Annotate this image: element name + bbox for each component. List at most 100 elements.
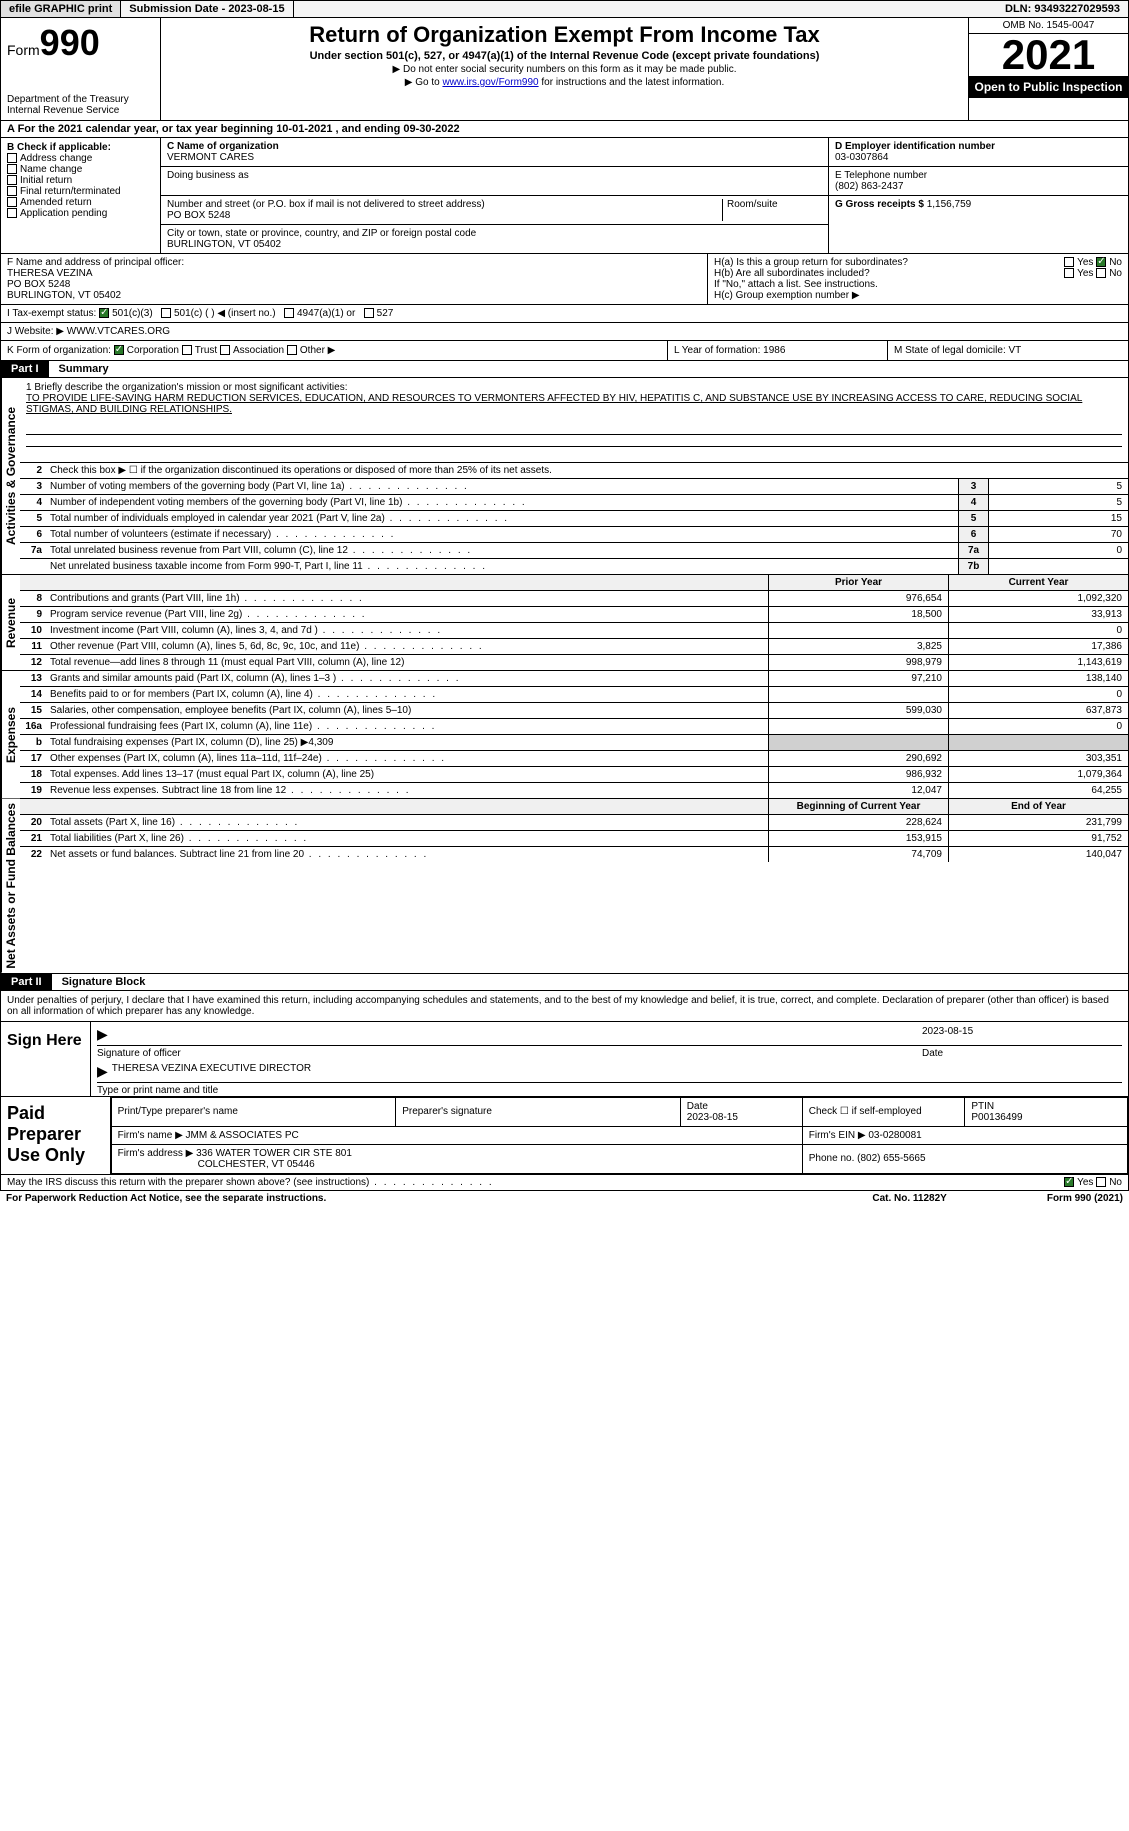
chk-501c[interactable]: [161, 308, 171, 318]
tax-year: 2021: [969, 34, 1128, 76]
gross-value: 1,156,759: [927, 199, 972, 210]
phone-label: E Telephone number: [835, 170, 1122, 181]
efile-print-button[interactable]: efile GRAPHIC print: [1, 1, 121, 17]
dln-label: DLN: 93493227029593: [997, 1, 1128, 17]
sig-type-label: Type or print name and title: [91, 1085, 1128, 1096]
check-amended[interactable]: [7, 197, 17, 207]
h-b: H(b) Are all subordinates included? Yes …: [714, 268, 1122, 279]
chk-trust[interactable]: [182, 345, 192, 355]
row-f-h: F Name and address of principal officer:…: [0, 254, 1129, 305]
check-address-change[interactable]: [7, 153, 17, 163]
ein-value: 03-0307864: [835, 152, 1122, 163]
mission-block: 1 Briefly describe the organization's mi…: [20, 378, 1128, 463]
officer-name: THERESA VEZINA: [7, 268, 701, 279]
city-value: BURLINGTON, VT 05402: [167, 239, 822, 250]
cat-no: Cat. No. 11282Y: [872, 1193, 946, 1204]
form-header: Form990 Department of the Treasury Inter…: [0, 18, 1129, 121]
h-a: H(a) Is this a group return for subordin…: [714, 257, 1122, 268]
firm-addr2: COLCHESTER, VT 05446: [198, 1159, 315, 1170]
chk-corp[interactable]: [114, 345, 124, 355]
form-ref: Form 990 (2021): [1047, 1193, 1123, 1204]
firm-phone: (802) 655-5665: [857, 1153, 925, 1164]
chk-527[interactable]: [364, 308, 374, 318]
chk-4947[interactable]: [284, 308, 294, 318]
form-subtitle: Under section 501(c), 527, or 4947(a)(1)…: [167, 50, 962, 62]
check-final-return[interactable]: [7, 186, 17, 196]
submission-date: Submission Date - 2023-08-15: [121, 1, 293, 17]
side-activities: Activities & Governance: [1, 378, 20, 574]
prep-date: Date2023-08-15: [680, 1097, 802, 1126]
row-i: I Tax-exempt status: 501(c)(3) 501(c) ( …: [0, 305, 1129, 323]
sign-here-label: Sign Here: [1, 1022, 91, 1096]
may-discuss-row: May the IRS discuss this return with the…: [0, 1175, 1129, 1191]
col-b-checkboxes: B Check if applicable: Address change Na…: [1, 138, 161, 253]
line-a: A For the 2021 calendar year, or tax yea…: [0, 121, 1129, 138]
prep-ptin: PTINP00136499: [965, 1097, 1128, 1126]
paid-label: Paid Preparer Use Only: [1, 1097, 111, 1174]
h-b-note: If "No," attach a list. See instructions…: [714, 279, 1122, 290]
side-revenue: Revenue: [1, 575, 20, 670]
dept-label: Department of the Treasury Internal Reve…: [7, 94, 154, 116]
officer-addr1: PO BOX 5248: [7, 279, 701, 290]
hb-no[interactable]: [1096, 268, 1106, 278]
row-j: J Website: ▶ WWW.VTCARES.ORG: [0, 323, 1129, 341]
gross-label: G Gross receipts $: [835, 199, 924, 210]
open-public-badge: Open to Public Inspection: [969, 76, 1128, 98]
may-no[interactable]: [1096, 1177, 1106, 1187]
page-footer: For Paperwork Reduction Act Notice, see …: [0, 1191, 1129, 1206]
perjury-text: Under penalties of perjury, I declare th…: [0, 991, 1129, 1022]
check-name-change[interactable]: [7, 164, 17, 174]
firm-addr: 336 WATER TOWER CIR STE 801: [196, 1148, 352, 1159]
dba-label: Doing business as: [167, 170, 822, 181]
mission-text: TO PROVIDE LIFE-SAVING HARM REDUCTION SE…: [26, 393, 1122, 415]
netassets-section: Net Assets or Fund Balances Beginning of…: [0, 799, 1129, 974]
firm-ein: 03-0280081: [868, 1130, 921, 1141]
check-app-pending[interactable]: [7, 208, 17, 218]
org-name: VERMONT CARES: [167, 152, 822, 163]
form-number: Form990: [7, 22, 154, 64]
part2-header: Part II Signature Block: [0, 974, 1129, 991]
sig-name-value: THERESA VEZINA EXECUTIVE DIRECTOR: [112, 1063, 311, 1080]
sig-officer-label: Signature of officer: [97, 1048, 922, 1059]
prep-selfemp: Check ☐ if self-employed: [802, 1097, 965, 1126]
side-netassets: Net Assets or Fund Balances: [1, 799, 20, 973]
form-note-1: ▶ Do not enter social security numbers o…: [167, 64, 962, 75]
arrow-icon: ▶: [97, 1026, 108, 1043]
room-suite: Room/suite: [722, 199, 822, 221]
revenue-section: Revenue Prior YearCurrent Year 8Contribu…: [0, 575, 1129, 671]
check-initial-return[interactable]: [7, 175, 17, 185]
sign-here-block: Sign Here ▶ 2023-08-15 Signature of offi…: [0, 1022, 1129, 1097]
irs-link[interactable]: www.irs.gov/Form990: [442, 77, 538, 88]
addr-value: PO BOX 5248: [167, 210, 722, 221]
part1-header: Part I Summary: [0, 361, 1129, 378]
org-name-label: C Name of organization: [167, 141, 822, 152]
form-title: Return of Organization Exempt From Incom…: [167, 22, 962, 48]
prep-name-label: Print/Type preparer's name: [111, 1097, 396, 1126]
ein-label: D Employer identification number: [835, 141, 1122, 152]
chk-assoc[interactable]: [220, 345, 230, 355]
summary-section: Activities & Governance 1 Briefly descri…: [0, 378, 1129, 575]
row-k: K Form of organization: Corporation Trus…: [0, 341, 1129, 361]
officer-addr2: BURLINGTON, VT 05402: [7, 290, 701, 301]
may-yes[interactable]: [1064, 1177, 1074, 1187]
sig-date-label: Date: [922, 1048, 1122, 1059]
addr-label: Number and street (or P.O. box if mail i…: [167, 199, 722, 210]
header-block: B Check if applicable: Address change Na…: [0, 138, 1129, 254]
ha-yes[interactable]: [1064, 257, 1074, 267]
firm-name: JMM & ASSOCIATES PC: [186, 1130, 299, 1141]
form-note-2: ▶ Go to www.irs.gov/Form990 for instruct…: [167, 77, 962, 88]
sig-date-value: 2023-08-15: [922, 1026, 1122, 1043]
phone-value: (802) 863-2437: [835, 181, 1122, 192]
city-label: City or town, state or province, country…: [167, 228, 822, 239]
chk-other[interactable]: [287, 345, 297, 355]
officer-label: F Name and address of principal officer:: [7, 257, 701, 268]
expenses-section: Expenses 13Grants and similar amounts pa…: [0, 671, 1129, 799]
top-toolbar: efile GRAPHIC print Submission Date - 20…: [0, 0, 1129, 18]
arrow-icon: ▶: [97, 1063, 108, 1080]
side-expenses: Expenses: [1, 671, 20, 798]
chk-501c3[interactable]: [99, 308, 109, 318]
prep-sig-label: Preparer's signature: [396, 1097, 681, 1126]
ha-no[interactable]: [1096, 257, 1106, 267]
hb-yes[interactable]: [1064, 268, 1074, 278]
paid-preparer-block: Paid Preparer Use Only Print/Type prepar…: [0, 1097, 1129, 1175]
